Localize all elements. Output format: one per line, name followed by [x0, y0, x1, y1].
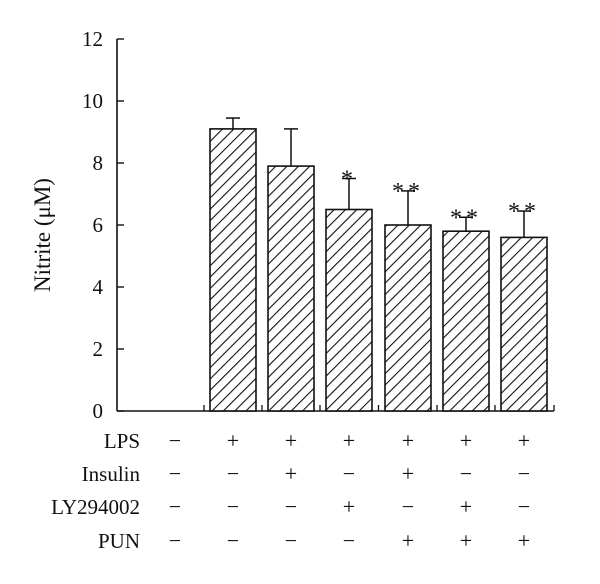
treatment-sign: +: [402, 428, 414, 453]
treatment-label: Insulin: [82, 462, 141, 486]
significance-label: **: [508, 199, 540, 225]
y-tick-label: 8: [93, 151, 104, 175]
significance-label: *: [341, 167, 357, 193]
significance-label: **: [392, 179, 424, 205]
treatment-sign: −: [402, 494, 414, 519]
y-tick-label: 0: [93, 399, 104, 423]
y-tick-label: 6: [93, 213, 104, 237]
y-tick-label: 10: [82, 89, 103, 113]
treatment-sign: −: [169, 494, 181, 519]
treatment-sign: −: [169, 428, 181, 453]
treatment-sign: +: [343, 428, 355, 453]
y-tick-label: 4: [93, 275, 104, 299]
treatment-table: LPS − + + + + + + Insulin − − + − + − − LY294002 − − − + − + − P…: [51, 428, 530, 553]
bar: [267, 165, 315, 412]
bar: [325, 208, 373, 412]
treatment-sign: −: [169, 528, 181, 553]
treatment-sign: +: [343, 494, 355, 519]
y-tick-label: 12: [82, 27, 103, 51]
treatment-sign: −: [343, 528, 355, 553]
bar: [384, 224, 432, 412]
treatment-sign: −: [460, 461, 472, 486]
bar: [209, 128, 257, 412]
treatment-sign: +: [285, 461, 297, 486]
treatment-sign: +: [518, 428, 530, 453]
bar: [442, 230, 490, 412]
y-tick-label: 2: [93, 337, 104, 361]
bar: [500, 236, 548, 412]
treatment-sign: −: [285, 528, 297, 553]
significance-label: **: [450, 205, 482, 231]
treatment-sign: −: [227, 494, 239, 519]
treatment-sign: +: [518, 528, 530, 553]
treatment-sign: +: [227, 428, 239, 453]
treatment-sign: +: [285, 428, 297, 453]
treatment-sign: −: [343, 461, 355, 486]
treatment-sign: −: [518, 461, 530, 486]
treatment-label: PUN: [98, 529, 140, 553]
treatment-sign: −: [227, 528, 239, 553]
treatment-sign: −: [285, 494, 297, 519]
treatment-sign: +: [460, 428, 472, 453]
treatment-sign: +: [402, 528, 414, 553]
axes: 0 2 4 6 8 10 12 Nitrite (μM): [30, 27, 555, 423]
treatment-sign: +: [460, 528, 472, 553]
treatment-sign: −: [169, 461, 181, 486]
y-axis-title: Nitrite (μM): [30, 178, 55, 292]
treatment-label: LPS: [104, 429, 140, 453]
treatment-sign: −: [518, 494, 530, 519]
treatment-sign: +: [402, 461, 414, 486]
treatment-sign: +: [460, 494, 472, 519]
treatment-label: LY294002: [51, 495, 140, 519]
treatment-sign: −: [227, 461, 239, 486]
bars: * **** **: [209, 117, 548, 412]
